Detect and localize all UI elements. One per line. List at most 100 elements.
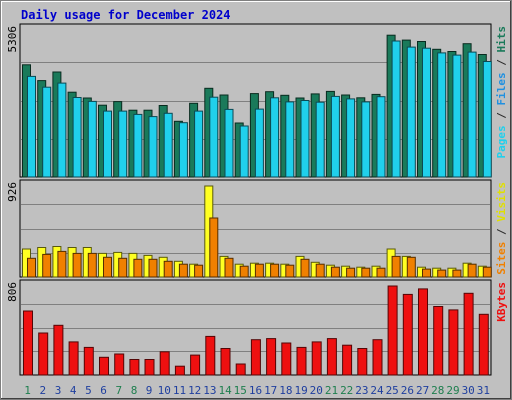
bar-sites-day-2 bbox=[42, 253, 52, 278]
bar-kbytes-day-19 bbox=[296, 346, 307, 376]
bar-sites-day-30 bbox=[467, 263, 477, 278]
legend-part-top-4: Hits bbox=[495, 26, 508, 53]
x-label-day-3: 3 bbox=[55, 384, 62, 397]
x-label-day-31: 31 bbox=[477, 384, 490, 397]
bar-kbytes-day-31 bbox=[478, 313, 489, 376]
bar-sites-day-20 bbox=[315, 263, 325, 278]
bar-files-day-4 bbox=[72, 97, 82, 178]
bar-kbytes-day-30 bbox=[463, 292, 474, 376]
bar-sites-day-15 bbox=[239, 265, 249, 278]
bar-kbytes-day-7 bbox=[114, 353, 125, 376]
legend-top: Pages / Files / Hits bbox=[495, 26, 508, 159]
bar-files-day-17 bbox=[270, 97, 280, 178]
x-label-day-21: 21 bbox=[325, 384, 338, 397]
x-label-day-13: 13 bbox=[203, 384, 216, 397]
x-label-day-29: 29 bbox=[446, 384, 459, 397]
bar-files-day-21 bbox=[330, 95, 340, 178]
bar-sites-day-5 bbox=[87, 252, 97, 278]
x-label-day-8: 8 bbox=[131, 384, 138, 397]
x-label-day-22: 22 bbox=[340, 384, 353, 397]
bar-kbytes-day-13 bbox=[205, 335, 216, 376]
x-label-day-11: 11 bbox=[173, 384, 186, 397]
bar-sites-day-25 bbox=[391, 255, 401, 278]
bar-sites-day-8 bbox=[133, 258, 143, 278]
bar-sites-day-22 bbox=[346, 267, 356, 278]
bar-kbytes-day-10 bbox=[159, 351, 170, 376]
bar-files-day-26 bbox=[406, 46, 416, 178]
y-max-label-middle: 926 bbox=[6, 182, 19, 202]
bar-kbytes-day-11 bbox=[174, 365, 185, 376]
bar-kbytes-day-15 bbox=[235, 363, 246, 376]
legend-part-top-2: Files bbox=[495, 72, 508, 105]
bar-files-day-27 bbox=[422, 47, 431, 178]
x-label-day-17: 17 bbox=[264, 384, 277, 397]
bar-sites-day-21 bbox=[330, 266, 340, 278]
legend-part-middle-0: Sites bbox=[495, 242, 508, 275]
bar-files-day-24 bbox=[376, 96, 386, 178]
bar-files-day-23 bbox=[361, 101, 371, 178]
bar-sites-day-13 bbox=[209, 217, 219, 278]
x-label-day-7: 7 bbox=[115, 384, 122, 397]
x-label-day-28: 28 bbox=[431, 384, 444, 397]
bar-sites-day-17 bbox=[270, 263, 280, 278]
bar-files-day-16 bbox=[254, 108, 264, 178]
bar-kbytes-day-20 bbox=[311, 341, 322, 376]
legend-part-top-3: / bbox=[495, 53, 508, 73]
legend-middle: Sites / Visits bbox=[495, 182, 508, 275]
bar-sites-day-31 bbox=[482, 266, 492, 278]
bar-files-day-10 bbox=[163, 112, 173, 178]
bar-files-day-20 bbox=[315, 101, 325, 178]
bar-kbytes-day-26 bbox=[402, 293, 413, 376]
bar-sites-day-11 bbox=[178, 263, 188, 278]
x-label-day-5: 5 bbox=[85, 384, 92, 397]
bar-kbytes-day-14 bbox=[220, 348, 231, 376]
bar-sites-day-4 bbox=[72, 252, 82, 278]
bar-files-day-2 bbox=[42, 86, 52, 178]
bar-files-day-3 bbox=[57, 82, 67, 178]
bar-sites-day-3 bbox=[57, 250, 67, 278]
bar-kbytes-day-29 bbox=[448, 309, 459, 376]
bar-kbytes-day-21 bbox=[326, 338, 337, 376]
bar-kbytes-day-8 bbox=[129, 359, 140, 376]
x-label-day-16: 16 bbox=[249, 384, 262, 397]
bar-files-day-9 bbox=[148, 116, 158, 178]
bar-kbytes-day-17 bbox=[266, 338, 277, 376]
bar-files-day-11 bbox=[178, 122, 188, 178]
bar-sites-day-14 bbox=[224, 257, 234, 278]
bar-files-day-14 bbox=[224, 108, 234, 178]
bar-kbytes-day-12 bbox=[190, 354, 201, 376]
x-label-day-26: 26 bbox=[401, 384, 414, 397]
legend-bottom: KBytes bbox=[495, 282, 508, 322]
x-label-day-19: 19 bbox=[294, 384, 307, 397]
bar-kbytes-day-27 bbox=[418, 288, 428, 376]
bar-kbytes-day-18 bbox=[281, 342, 292, 376]
bar-kbytes-day-9 bbox=[144, 359, 155, 376]
legend-part-middle-1: / bbox=[495, 222, 508, 242]
bar-kbytes-day-24 bbox=[372, 339, 383, 376]
x-label-day-25: 25 bbox=[386, 384, 399, 397]
x-label-day-23: 23 bbox=[355, 384, 368, 397]
x-label-day-24: 24 bbox=[370, 384, 384, 397]
bar-files-day-8 bbox=[133, 113, 143, 178]
x-label-day-2: 2 bbox=[39, 384, 46, 397]
bar-sites-day-12 bbox=[194, 264, 204, 278]
bar-sites-day-9 bbox=[148, 258, 158, 278]
y-max-label-bottom: 806 bbox=[6, 282, 19, 302]
x-label-day-18: 18 bbox=[279, 384, 292, 397]
bar-kbytes-day-5 bbox=[83, 346, 94, 376]
x-label-day-12: 12 bbox=[188, 384, 201, 397]
bar-sites-day-6 bbox=[103, 256, 112, 278]
x-label-day-10: 10 bbox=[158, 384, 171, 397]
bar-files-day-31 bbox=[482, 61, 492, 178]
bar-kbytes-day-3 bbox=[53, 324, 64, 376]
bar-files-day-15 bbox=[239, 125, 249, 178]
bar-sites-day-10 bbox=[163, 260, 173, 278]
bar-files-day-29 bbox=[452, 54, 462, 178]
x-label-day-14: 14 bbox=[218, 384, 232, 397]
x-label-day-9: 9 bbox=[146, 384, 153, 397]
legend-part-bottom-0: KBytes bbox=[495, 282, 508, 322]
x-label-day-6: 6 bbox=[100, 384, 107, 397]
bar-files-day-13 bbox=[209, 96, 219, 178]
x-label-day-1: 1 bbox=[24, 384, 31, 397]
